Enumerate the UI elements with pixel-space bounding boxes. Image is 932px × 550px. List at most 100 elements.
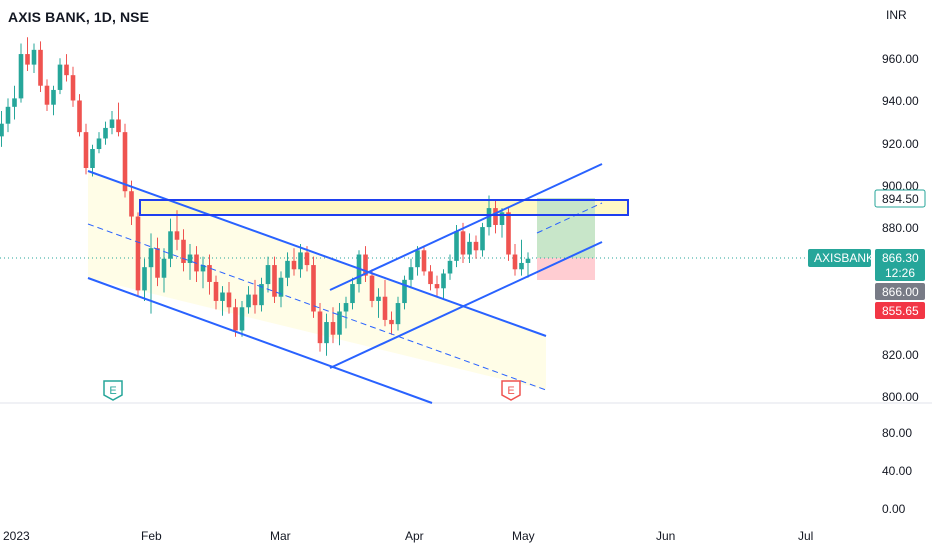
candle[interactable] <box>428 265 433 291</box>
volume-axis[interactable]: 80.00 40.00 0.00 <box>882 426 912 516</box>
candle-body <box>402 279 407 304</box>
descending-channel-upper[interactable] <box>87 170 547 337</box>
candle[interactable] <box>77 94 82 137</box>
candle[interactable] <box>421 246 427 276</box>
candle[interactable] <box>64 54 69 82</box>
earnings-marker[interactable]: E <box>103 380 123 401</box>
candle[interactable] <box>83 123 89 175</box>
candle[interactable] <box>109 111 115 135</box>
ascending-channel-lower[interactable] <box>329 241 603 369</box>
candle[interactable] <box>512 243 518 276</box>
candle[interactable] <box>174 210 180 251</box>
candle[interactable] <box>51 85 56 116</box>
candle[interactable] <box>298 243 303 278</box>
candle[interactable] <box>200 256 206 289</box>
candle[interactable] <box>161 248 167 293</box>
ascending-channel-upper[interactable] <box>329 163 603 291</box>
candle[interactable] <box>506 208 511 261</box>
candle[interactable] <box>0 111 4 147</box>
candle[interactable] <box>311 256 316 318</box>
price-tag-855[interactable]: 855.65 <box>875 302 925 319</box>
candle[interactable] <box>44 79 50 112</box>
candle[interactable] <box>96 132 102 154</box>
candle[interactable] <box>265 256 271 293</box>
candle[interactable] <box>278 271 284 308</box>
candle[interactable] <box>415 246 420 276</box>
ascending-channel-mid[interactable] <box>536 202 603 234</box>
candle[interactable] <box>434 275 440 297</box>
candle[interactable] <box>226 281 232 314</box>
candle[interactable] <box>122 123 128 198</box>
candle[interactable] <box>207 254 212 295</box>
candle[interactable] <box>259 277 264 312</box>
candle[interactable] <box>376 288 381 318</box>
candle[interactable] <box>317 303 323 352</box>
price-tag-894[interactable]: 894.50 <box>874 189 926 208</box>
symbol-tag[interactable]: AXISBANK <box>808 249 874 267</box>
candle[interactable] <box>382 279 388 327</box>
candle[interactable] <box>285 252 290 287</box>
candle[interactable] <box>90 144 95 177</box>
candle[interactable] <box>408 258 414 289</box>
candle[interactable] <box>5 98 11 133</box>
candle[interactable] <box>103 121 108 145</box>
candle[interactable] <box>116 102 121 137</box>
candle[interactable] <box>246 286 251 314</box>
candle[interactable] <box>467 233 472 263</box>
candle[interactable] <box>181 229 186 272</box>
stop-zone[interactable] <box>537 258 595 280</box>
candle[interactable] <box>324 313 329 356</box>
candle[interactable] <box>291 248 297 276</box>
candle[interactable] <box>363 246 368 282</box>
candle[interactable] <box>395 296 401 331</box>
candle[interactable] <box>135 212 141 297</box>
earnings-marker-label: E <box>507 385 514 397</box>
volume-tick: 0.00 <box>882 502 906 516</box>
resistance-zone[interactable] <box>140 200 628 215</box>
candle[interactable] <box>480 222 485 257</box>
descending-channel-lower[interactable] <box>87 277 433 404</box>
currency-label: INR <box>886 8 907 22</box>
candle[interactable] <box>252 279 258 314</box>
candle[interactable] <box>473 235 479 259</box>
candle[interactable] <box>18 43 24 103</box>
descending-channel-mid[interactable] <box>87 223 547 391</box>
candle[interactable] <box>389 311 394 335</box>
candle[interactable] <box>38 41 43 93</box>
candle[interactable] <box>129 180 134 225</box>
earnings-marker[interactable]: E <box>501 380 521 401</box>
candle[interactable] <box>350 277 355 310</box>
candle[interactable] <box>441 269 446 299</box>
candle[interactable] <box>499 208 505 238</box>
candle[interactable] <box>57 58 63 95</box>
candle[interactable] <box>155 237 160 287</box>
price-tag-866[interactable]: 866.00 <box>875 283 925 300</box>
candle[interactable] <box>239 300 245 337</box>
candle[interactable] <box>402 275 407 310</box>
price-tick: 920.00 <box>882 137 919 151</box>
candle[interactable] <box>31 43 37 74</box>
time-axis[interactable]: 2023 Feb Mar Apr May Jun Jul <box>3 529 813 543</box>
candle[interactable] <box>525 252 531 278</box>
candle[interactable] <box>12 85 17 120</box>
candle[interactable] <box>220 286 225 316</box>
candle[interactable] <box>447 254 453 280</box>
candle-body <box>350 284 355 304</box>
candle[interactable] <box>460 222 466 263</box>
price-axis[interactable]: 960.00 940.00 920.00 900.00 880.00 820.0… <box>882 52 919 404</box>
candle[interactable] <box>493 199 498 234</box>
candle[interactable] <box>70 66 76 107</box>
candle[interactable] <box>337 303 342 346</box>
candle[interactable] <box>168 218 173 268</box>
candle[interactable] <box>369 269 375 308</box>
candle[interactable] <box>519 239 524 276</box>
candle[interactable] <box>213 275 219 310</box>
candle[interactable] <box>187 243 193 280</box>
price-tag-last[interactable]: 866.30 12:26 <box>875 249 925 281</box>
candle[interactable] <box>25 37 30 71</box>
candle[interactable] <box>272 256 277 304</box>
candle[interactable] <box>343 296 349 329</box>
candle[interactable] <box>233 298 238 337</box>
candle[interactable] <box>142 258 147 301</box>
